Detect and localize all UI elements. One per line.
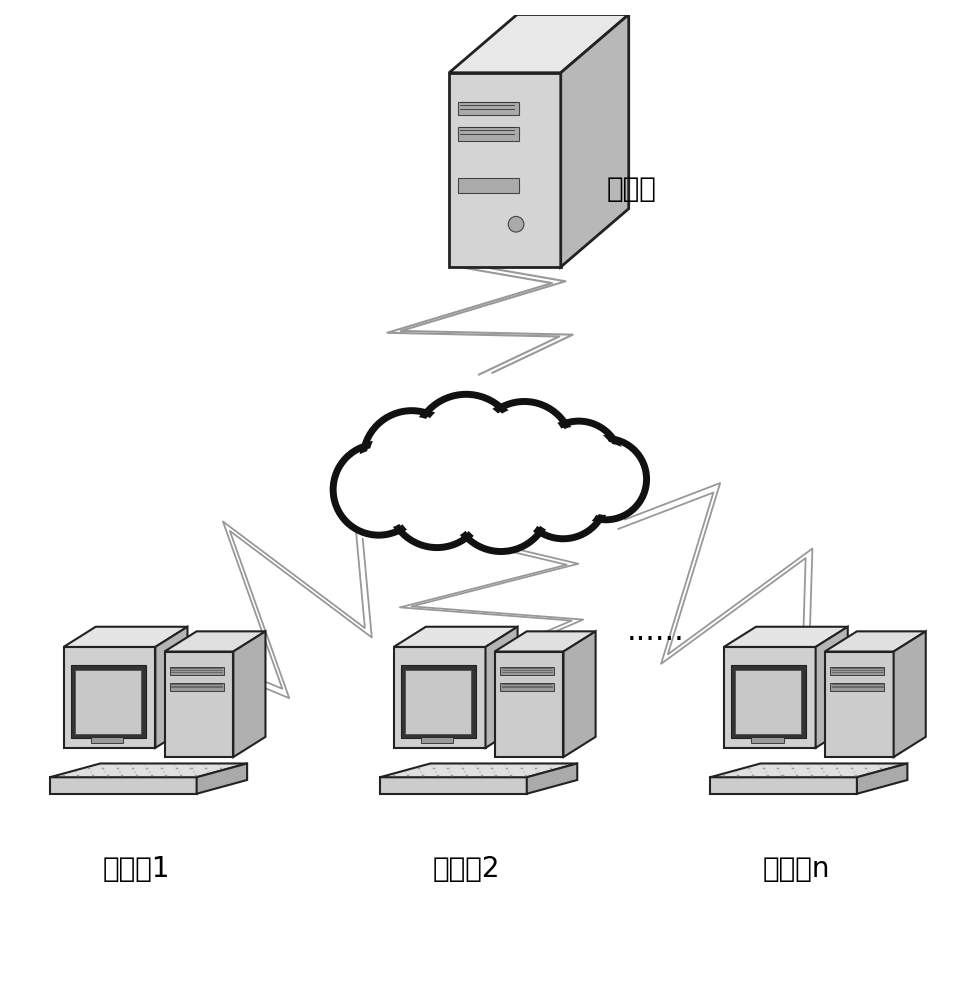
- Bar: [830, 683, 884, 691]
- Text: 客户机n: 客户机n: [762, 855, 830, 883]
- Bar: [421, 737, 453, 743]
- Circle shape: [388, 450, 486, 548]
- Bar: [71, 665, 147, 738]
- Bar: [458, 178, 519, 193]
- Bar: [450, 73, 561, 267]
- Bar: [401, 665, 477, 738]
- Bar: [170, 667, 223, 675]
- Bar: [394, 647, 486, 748]
- Bar: [500, 667, 553, 675]
- Circle shape: [508, 216, 524, 232]
- Polygon shape: [824, 631, 925, 652]
- Bar: [164, 652, 233, 757]
- Bar: [824, 652, 893, 757]
- Bar: [380, 777, 527, 794]
- Circle shape: [420, 401, 512, 492]
- Polygon shape: [394, 627, 518, 647]
- Polygon shape: [561, 14, 629, 267]
- Circle shape: [524, 456, 602, 533]
- Circle shape: [394, 456, 480, 542]
- Circle shape: [536, 421, 621, 506]
- Polygon shape: [155, 627, 187, 748]
- Bar: [752, 737, 784, 743]
- Circle shape: [452, 454, 550, 552]
- Bar: [500, 683, 553, 691]
- Text: ......: ......: [626, 617, 685, 646]
- Polygon shape: [857, 763, 908, 794]
- Circle shape: [482, 407, 567, 493]
- Circle shape: [369, 417, 454, 502]
- Polygon shape: [64, 627, 187, 647]
- Polygon shape: [450, 14, 629, 73]
- Polygon shape: [486, 627, 518, 748]
- Polygon shape: [50, 763, 248, 777]
- Circle shape: [414, 394, 519, 498]
- Bar: [710, 777, 857, 794]
- Polygon shape: [164, 631, 265, 652]
- Polygon shape: [893, 631, 925, 757]
- Text: 客户机1: 客户机1: [102, 855, 170, 883]
- Polygon shape: [527, 763, 578, 794]
- Bar: [458, 102, 519, 115]
- Bar: [75, 670, 141, 734]
- Text: 客户机2: 客户机2: [432, 855, 500, 883]
- Bar: [50, 777, 197, 794]
- Bar: [830, 667, 884, 675]
- Polygon shape: [233, 631, 265, 757]
- Circle shape: [363, 411, 460, 508]
- Circle shape: [519, 451, 607, 539]
- Bar: [735, 670, 801, 734]
- Polygon shape: [380, 763, 578, 777]
- Bar: [91, 737, 123, 743]
- Polygon shape: [197, 763, 248, 794]
- Polygon shape: [710, 763, 908, 777]
- Polygon shape: [723, 627, 848, 647]
- Circle shape: [476, 401, 573, 499]
- Circle shape: [339, 450, 419, 530]
- Circle shape: [570, 443, 642, 515]
- Text: 服务器: 服务器: [607, 175, 656, 203]
- Polygon shape: [816, 627, 848, 748]
- Bar: [723, 647, 816, 748]
- Circle shape: [333, 444, 424, 535]
- Bar: [170, 683, 223, 691]
- Circle shape: [458, 460, 544, 546]
- Bar: [458, 127, 519, 141]
- Polygon shape: [563, 631, 595, 757]
- Bar: [64, 647, 155, 748]
- Bar: [731, 665, 807, 738]
- Bar: [494, 652, 563, 757]
- Circle shape: [542, 426, 616, 501]
- Circle shape: [565, 438, 647, 520]
- Polygon shape: [494, 631, 595, 652]
- Bar: [405, 670, 471, 734]
